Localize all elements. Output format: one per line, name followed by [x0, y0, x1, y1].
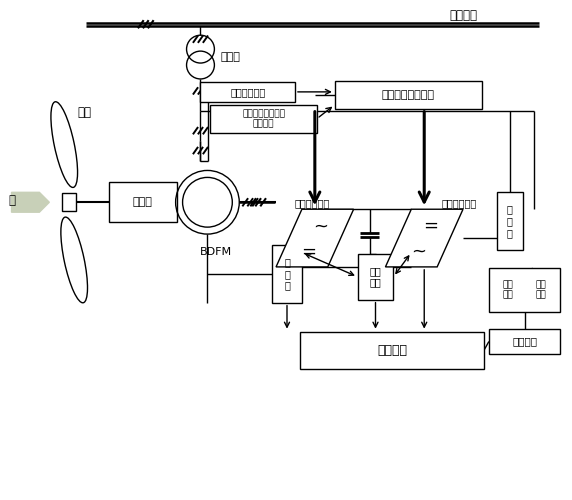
FancyArrow shape — [11, 192, 49, 212]
Text: 控制系统: 控制系统 — [377, 344, 407, 357]
Text: BDFM: BDFM — [200, 247, 232, 257]
Bar — [358, 254, 394, 300]
Polygon shape — [386, 209, 463, 267]
Text: 电机绕组电压电流
参数输入: 电机绕组电压电流 参数输入 — [242, 109, 285, 128]
Text: 滤
波
器: 滤 波 器 — [507, 204, 513, 238]
Text: 电网侧变流器: 电网侧变流器 — [441, 198, 476, 208]
Text: 增速箱: 增速箱 — [133, 198, 153, 207]
Bar — [62, 194, 76, 211]
Bar — [489, 328, 561, 354]
Bar — [109, 182, 177, 222]
Bar — [200, 82, 295, 102]
Bar — [210, 105, 317, 132]
Text: 保护系统: 保护系统 — [512, 336, 537, 346]
Bar — [497, 192, 523, 250]
Bar — [300, 332, 484, 370]
Text: ~: ~ — [411, 243, 426, 261]
Text: =: = — [301, 243, 316, 261]
Bar — [489, 268, 561, 312]
Text: 变速恒频运行系统: 变速恒频运行系统 — [382, 90, 435, 100]
Text: 速
变
器: 速 变 器 — [284, 258, 290, 290]
Text: 风: 风 — [9, 194, 15, 207]
Text: 变压器: 变压器 — [220, 52, 240, 62]
Text: 电网系统: 电网系统 — [449, 9, 477, 22]
Text: 叶片: 叶片 — [77, 106, 91, 120]
Text: ~: ~ — [313, 217, 328, 235]
Text: 超导
线圈: 超导 线圈 — [503, 280, 514, 299]
Polygon shape — [276, 209, 353, 267]
Bar — [335, 81, 482, 109]
Text: =: = — [423, 217, 438, 235]
Text: 电机侧变流器: 电机侧变流器 — [295, 198, 330, 208]
Text: 电压
检测: 电压 检测 — [370, 266, 382, 287]
Text: 制冷
系统: 制冷 系统 — [536, 280, 546, 299]
Bar — [272, 245, 302, 302]
Text: 电机转速输入: 电机转速输入 — [230, 87, 265, 97]
